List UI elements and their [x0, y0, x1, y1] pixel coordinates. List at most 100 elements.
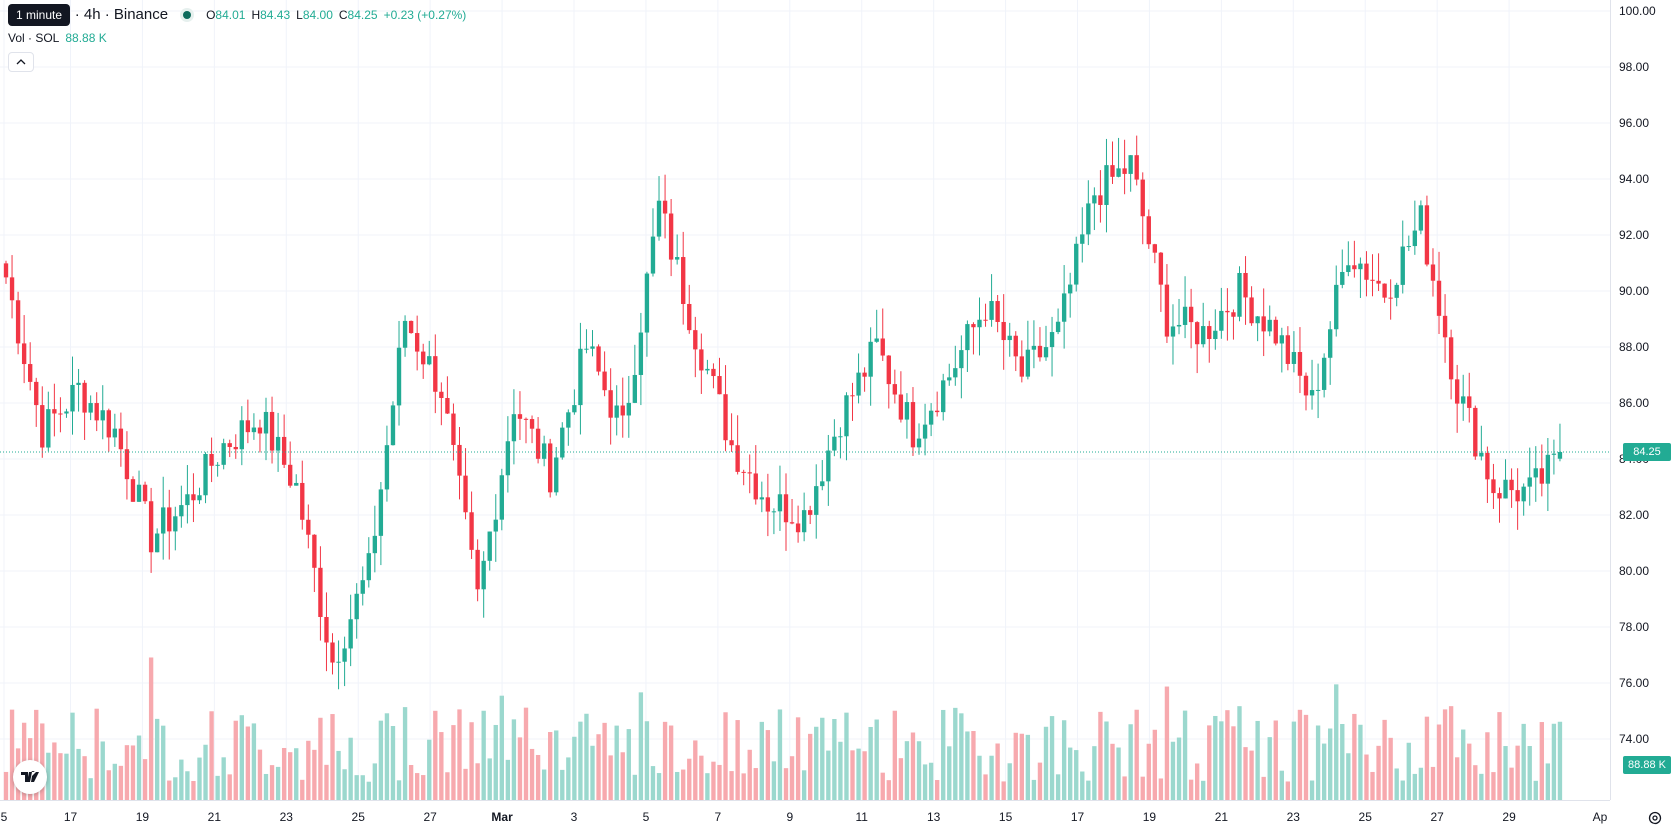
candle-body [886, 355, 891, 385]
candle-body [941, 380, 946, 413]
candle-body [28, 364, 33, 382]
volume-bar [1128, 724, 1133, 800]
volume-bar [148, 657, 154, 800]
candle-body [862, 372, 867, 377]
candle-body [342, 648, 347, 662]
high-value: 84.43 [260, 7, 291, 22]
volume-bar [1328, 728, 1333, 800]
settings-button[interactable] [1645, 808, 1665, 828]
volume-bar [396, 780, 402, 800]
volume-bar [1485, 732, 1490, 800]
volume-bar [245, 726, 251, 800]
volume-bar [747, 749, 752, 800]
high-key: H [251, 7, 261, 22]
volume-bar [566, 757, 571, 800]
volume-bar [705, 773, 710, 800]
volume-bar [1007, 763, 1012, 800]
candle-body [197, 495, 202, 501]
volume-bar [1231, 726, 1236, 800]
volume-bar [82, 756, 87, 800]
candle-body [759, 497, 764, 500]
volume-bar [1497, 712, 1502, 800]
volume-bar [965, 731, 970, 800]
price-tick-label: 88.00 [1619, 340, 1650, 354]
candle-body [330, 642, 335, 663]
candle-body [1436, 280, 1442, 316]
candle-body [136, 484, 142, 502]
volume-bar [433, 710, 438, 800]
candle-body [850, 395, 855, 397]
volume-bar [1176, 737, 1182, 800]
candle-body [161, 507, 166, 534]
candle-body [203, 453, 208, 496]
candle-body [251, 427, 257, 433]
price-axis[interactable]: 100.00 98.00 96.00 94.00 92.00 90.00 88.00 86.0… [1610, 0, 1678, 800]
volume-bar [898, 758, 904, 800]
time-tick-label: 21 [207, 810, 222, 824]
volume-bar [1194, 763, 1200, 800]
candle-body [560, 427, 565, 458]
volume-bar [88, 778, 93, 800]
collapse-legend-button[interactable] [8, 52, 34, 72]
volume-bar [977, 755, 982, 800]
open-key: O [206, 7, 216, 22]
volume-bar [1140, 776, 1145, 800]
volume-bar [106, 770, 111, 800]
time-tick-label: 19 [135, 810, 150, 824]
volume-bar [1358, 724, 1363, 800]
candle-body [257, 427, 263, 434]
candle-body [221, 443, 226, 465]
volume-bar [1551, 723, 1557, 800]
time-tick-label: 23 [279, 810, 293, 824]
candle-body [1382, 283, 1387, 298]
volume-bar [1315, 725, 1321, 800]
candle-body [826, 450, 831, 482]
volume-bar [1061, 720, 1067, 800]
market-status-icon[interactable] [180, 7, 195, 22]
tradingview-logo[interactable] [13, 760, 47, 794]
time-axis[interactable]: 5 17 19 21 23 25 27 Mar 3 5 7 9 11 13 15 17 19 21 23 25 27 29… [0, 800, 1610, 835]
volume-bar [602, 722, 607, 800]
candle-body [1013, 335, 1018, 357]
volume-bar [1406, 742, 1411, 800]
candle-body [1497, 493, 1502, 499]
candle-body [632, 374, 638, 403]
volume-bar [372, 763, 378, 800]
time-tick-label: 5 [0, 810, 8, 824]
candle-body [88, 403, 93, 413]
candle-body [505, 441, 511, 476]
volume-bar [366, 781, 371, 800]
gear-icon [1648, 811, 1662, 825]
candle-body [354, 593, 359, 620]
volume-bar [76, 748, 81, 800]
candlestick-chart[interactable] [0, 0, 1610, 800]
candle-body [451, 413, 456, 445]
candle-body [783, 494, 789, 523]
volume-bar [741, 773, 746, 800]
volume-label[interactable]: Vol · SOL [8, 31, 60, 45]
current-volume-label: 88.88 K [1623, 756, 1671, 774]
candle-body [1061, 293, 1067, 322]
candle-body [1037, 345, 1043, 358]
candle-body [130, 479, 136, 502]
volume-bar [330, 714, 335, 800]
volume-bar [421, 775, 426, 800]
candle-body [723, 394, 728, 441]
volume-bar [735, 720, 740, 800]
chart-pane[interactable] [0, 0, 1610, 800]
candle-body [1321, 357, 1327, 390]
volume-bar [729, 771, 734, 800]
volume-bar [1527, 746, 1532, 800]
price-tick-label: 98.00 [1619, 60, 1650, 74]
volume-bar [693, 740, 698, 800]
volume-bar [130, 745, 136, 800]
candle-body [1116, 168, 1121, 177]
volume-bar [203, 744, 208, 800]
volume-bar [9, 709, 15, 800]
candle-body [124, 449, 130, 480]
candle-body [1068, 284, 1073, 294]
candle-body [112, 428, 118, 438]
candle-body [965, 324, 970, 351]
volume-bar [1134, 709, 1139, 800]
candle-body [983, 319, 988, 321]
